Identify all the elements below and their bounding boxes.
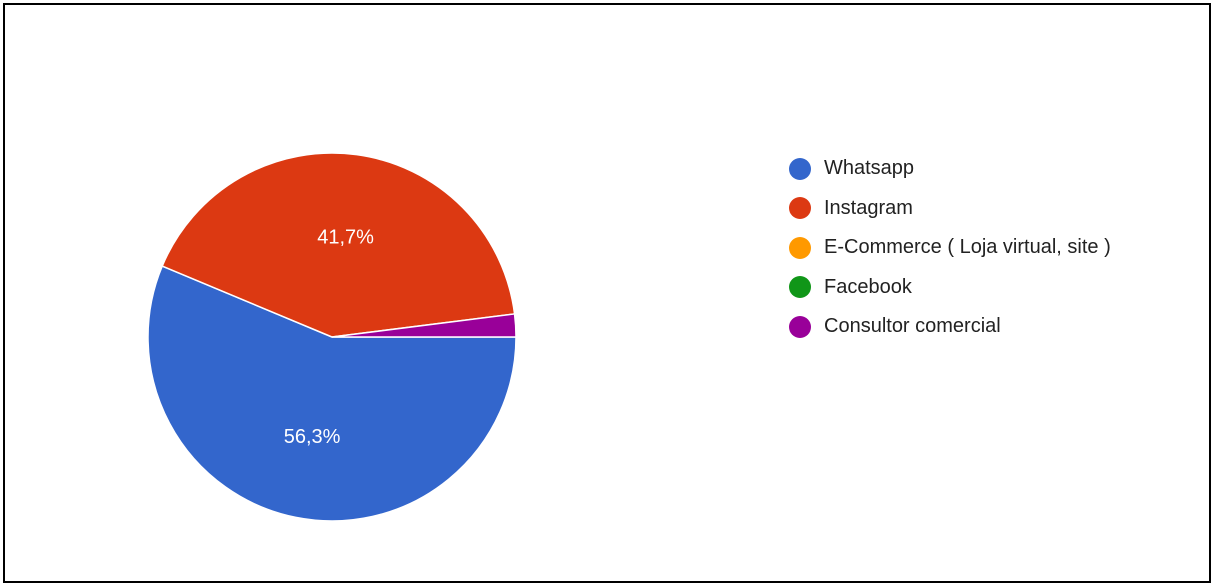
slice-label-whatsapp: 56,3% xyxy=(284,426,341,448)
pie-slice-whatsapp[interactable] xyxy=(147,265,517,522)
legend-swatch-facebook xyxy=(789,276,811,299)
legend-label-instagram: Instagram xyxy=(824,196,913,219)
legend-swatch-ecommerce xyxy=(789,236,811,259)
legend-item-facebook[interactable]: Facebook xyxy=(789,268,1111,308)
legend-label-ecommerce: E-Commerce ( Loja virtual, site ) xyxy=(824,236,1111,259)
legend-item-instagram[interactable]: Instagram xyxy=(789,189,1111,229)
legend-swatch-instagram xyxy=(789,197,811,220)
legend-label-consultor-comercial: Consultor comercial xyxy=(824,315,1001,338)
chart-legend: Whatsapp Instagram E-Commerce ( Loja vir… xyxy=(789,149,1111,347)
legend-swatch-consultor-comercial xyxy=(789,315,811,338)
legend-label-whatsapp: Whatsapp xyxy=(824,157,915,180)
legend-item-consultor-comercial[interactable]: Consultor comercial xyxy=(789,307,1111,347)
pie-slice-instagram[interactable] xyxy=(161,152,516,338)
legend-label-facebook: Facebook xyxy=(824,275,912,298)
pie-slice-consultor-comercial[interactable] xyxy=(331,313,517,338)
slice-label-instagram: 41,7% xyxy=(317,227,374,249)
legend-item-whatsapp[interactable]: Whatsapp xyxy=(789,149,1111,189)
legend-item-ecommerce[interactable]: E-Commerce ( Loja virtual, site ) xyxy=(789,228,1111,268)
legend-swatch-whatsapp xyxy=(789,157,811,180)
